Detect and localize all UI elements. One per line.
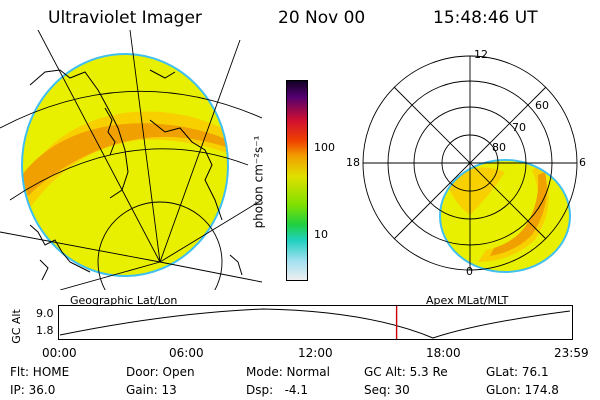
polar-grid: [362, 55, 578, 271]
time-tick-0600: 06:00: [169, 346, 204, 360]
mlt-label-0: 0: [466, 265, 473, 278]
info-flight: Flt: HOME: [10, 365, 70, 379]
info-ip: IP: 36.0: [10, 383, 56, 397]
colorbar: [286, 80, 308, 281]
coastline-overlay: [29, 69, 243, 281]
polar-mlt-plot: [362, 55, 578, 273]
geographic-image: [0, 30, 262, 290]
polar-aurora: [440, 160, 570, 272]
colorbar-tick-10: 10: [314, 228, 328, 241]
timeline-y-max: 9.0: [36, 307, 54, 320]
info-door: Door: Open: [126, 365, 195, 379]
mlat-label-80: 80: [492, 141, 506, 154]
mlt-label-6: 6: [579, 156, 586, 169]
altitude-curve: [59, 308, 571, 339]
mlat-label-70: 70: [512, 121, 526, 134]
info-seq: Seq: 30: [364, 383, 410, 397]
image-time: 15:48:46 UT: [433, 8, 538, 28]
mlat-label-60: 60: [535, 99, 549, 112]
info-gain: Gain: 13: [126, 383, 177, 397]
timeline-y-label: GC Alt: [9, 309, 23, 344]
info-dsp: Dsp: -4.1: [246, 383, 309, 397]
time-tick-0000: 00:00: [42, 346, 77, 360]
info-gc-alt: GC Alt: 5.3 Re: [364, 365, 448, 379]
apex-caption: Apex MLat/MLT: [426, 294, 509, 307]
time-tick-1800: 18:00: [426, 346, 461, 360]
colorbar-tick-100: 100: [314, 141, 335, 154]
instrument-title: Ultraviolet Imager: [48, 8, 202, 28]
info-mode: Mode: Normal: [246, 365, 330, 379]
image-date: 20 Nov 00: [278, 8, 366, 28]
geographic-caption: Geographic Lat/Lon: [70, 294, 178, 307]
colorbar-unit-label: photon cm⁻²s⁻¹: [251, 135, 266, 229]
time-tick-1200: 12:00: [298, 346, 333, 360]
time-tick-2359: 23:59: [554, 346, 589, 360]
lat-lon-grid: [0, 30, 262, 290]
info-glon: GLon: 174.8: [486, 383, 559, 397]
aurora-disc: [22, 54, 228, 276]
mlt-label-18: 18: [346, 156, 360, 169]
info-glat: GLat: 76.1: [486, 365, 549, 379]
timeline-y-min: 1.8: [36, 324, 54, 337]
mlt-label-12: 12: [474, 48, 488, 61]
altitude-timeline: [58, 305, 573, 340]
